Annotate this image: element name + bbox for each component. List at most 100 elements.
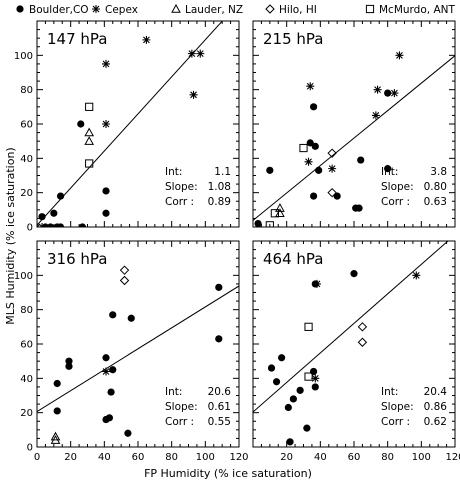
legend-marker-square <box>365 4 375 14</box>
x-tick-label: 80 <box>381 452 394 463</box>
panel-4: 20 40 60 80 100 120 464 hPa Int: 20.4 Slope: 0.86 C… <box>252 240 460 463</box>
data-point-filled-circle <box>65 362 73 370</box>
legend-item: Boulder,CO <box>16 4 89 16</box>
data-point-diamond <box>119 275 130 286</box>
data-point-triangle <box>50 435 61 444</box>
panel-2: 215 hPa Int: 3.8 Slope: 0.80 Corr : 0.63 <box>252 20 456 228</box>
data-point-asterisk <box>187 49 196 58</box>
data-point-asterisk <box>196 49 205 58</box>
stat-value-slope: 0.86 <box>424 401 448 413</box>
fit-line <box>253 55 455 221</box>
data-point-diamond <box>327 187 337 198</box>
data-point-filled-circle <box>306 139 314 147</box>
data-point-filled-circle <box>303 424 311 432</box>
y-tick-label: 40 <box>20 154 33 165</box>
data-point-triangle <box>84 127 95 137</box>
data-point-square <box>299 143 308 153</box>
data-point-filled-circle <box>357 156 365 164</box>
data-point-filled-circle <box>105 414 113 422</box>
x-tick-label: 120 <box>229 452 248 463</box>
stat-value-slope: 0.80 <box>424 181 447 193</box>
data-point-filled-circle <box>215 335 223 343</box>
panels: 0 20 40 60 80 100 147 hPa Int: 1.1 Slope: 1.08 Corr… <box>14 20 460 463</box>
data-point-filled-circle <box>109 311 117 319</box>
data-point-filled-circle <box>77 120 85 128</box>
panel-title: 316 hPa <box>47 250 107 268</box>
x-tick-label: 60 <box>132 452 145 463</box>
data-point-filled-circle <box>102 187 110 195</box>
panel-title: 147 hPa <box>47 30 107 48</box>
data-point-asterisk <box>102 59 111 68</box>
legend-label: Lauder, NZ <box>185 4 243 16</box>
legend-marker-diamond <box>265 4 275 14</box>
y-tick-label: 20 <box>20 188 33 199</box>
y-tick-label: 40 <box>20 374 33 385</box>
data-point-filled-circle <box>333 192 341 200</box>
data-point-filled-circle <box>109 366 117 374</box>
data-point-filled-circle <box>56 223 65 227</box>
panel-title: 464 hPa <box>263 250 323 268</box>
legend-marker-triangle <box>171 3 181 13</box>
legend-label: McMurdo, ANT <box>379 4 455 16</box>
data-point-filled-circle <box>124 429 132 437</box>
x-tick-label: 60 <box>348 452 361 463</box>
x-tick-label: 100 <box>196 452 215 463</box>
data-point-filled-circle <box>215 283 223 291</box>
x-axis-label: FP Humidity (% ice saturation) <box>144 467 312 480</box>
stat-value-slope: 0.61 <box>208 401 231 413</box>
x-tick-label: 0 <box>34 452 40 463</box>
stat-value-corr: 0.63 <box>424 196 447 208</box>
data-point-filled-circle <box>311 142 319 150</box>
data-point-filled-circle <box>127 314 135 322</box>
data-point-filled-circle <box>355 204 363 212</box>
x-tick-label: 80 <box>165 452 178 463</box>
data-point-filled-circle <box>53 407 61 415</box>
y-tick-label: 60 <box>20 340 33 351</box>
data-point-filled-circle <box>315 166 323 174</box>
data-point-filled-circle <box>272 378 281 386</box>
data-point-filled-circle <box>286 438 294 446</box>
legend-marker-asterisk <box>92 5 100 13</box>
stat-label-corr: Corr : <box>381 196 410 208</box>
data-point-diamond <box>327 148 337 158</box>
points <box>254 51 404 227</box>
y-tick-label: 100 <box>14 271 33 282</box>
data-point-asterisk <box>102 367 111 376</box>
data-point-filled-circle <box>289 395 297 403</box>
data-point-filled-circle <box>102 209 110 217</box>
stat-value-int: 20.4 <box>424 386 448 398</box>
stat-value-corr: 0.89 <box>208 196 231 208</box>
data-point-asterisk <box>390 89 399 98</box>
data-point-asterisk <box>395 51 404 60</box>
data-point-filled-circle <box>350 270 358 278</box>
stat-value-int: 3.8 <box>430 166 447 178</box>
data-point-filled-circle <box>296 386 304 394</box>
data-point-filled-circle <box>65 357 73 365</box>
x-tick-label: 40 <box>314 452 327 463</box>
stat-label-slope: Slope: <box>381 401 414 413</box>
legend-label: Hilo, HI <box>279 4 317 16</box>
stat-value-int: 20.6 <box>208 386 232 398</box>
data-point-filled-circle <box>310 192 318 200</box>
data-point-square <box>265 221 274 227</box>
stat-value-slope: 1.08 <box>208 181 231 193</box>
data-point-triangle <box>50 431 61 441</box>
fit-line <box>37 21 223 226</box>
data-point-square <box>304 372 313 381</box>
data-point-filled-circle <box>50 209 58 217</box>
stat-label-int: Int: <box>381 386 398 398</box>
stat-label-corr: Corr : <box>165 416 194 428</box>
data-point-square <box>85 159 94 168</box>
stat-value-int: 1.1 <box>214 166 231 178</box>
data-point-asterisk <box>412 271 421 280</box>
data-point-asterisk <box>373 85 382 94</box>
data-point-filled-circle <box>384 165 392 173</box>
data-point-filled-circle <box>38 213 46 221</box>
legend: Boulder,CO Cepex Lauder, NZ Hilo, HI McMurdo… <box>16 3 455 16</box>
stat-label-slope: Slope: <box>165 181 198 193</box>
legend-label: Cepex <box>105 4 138 16</box>
data-point-diamond <box>357 322 368 332</box>
points <box>37 35 205 227</box>
data-point-triangle <box>84 136 95 145</box>
